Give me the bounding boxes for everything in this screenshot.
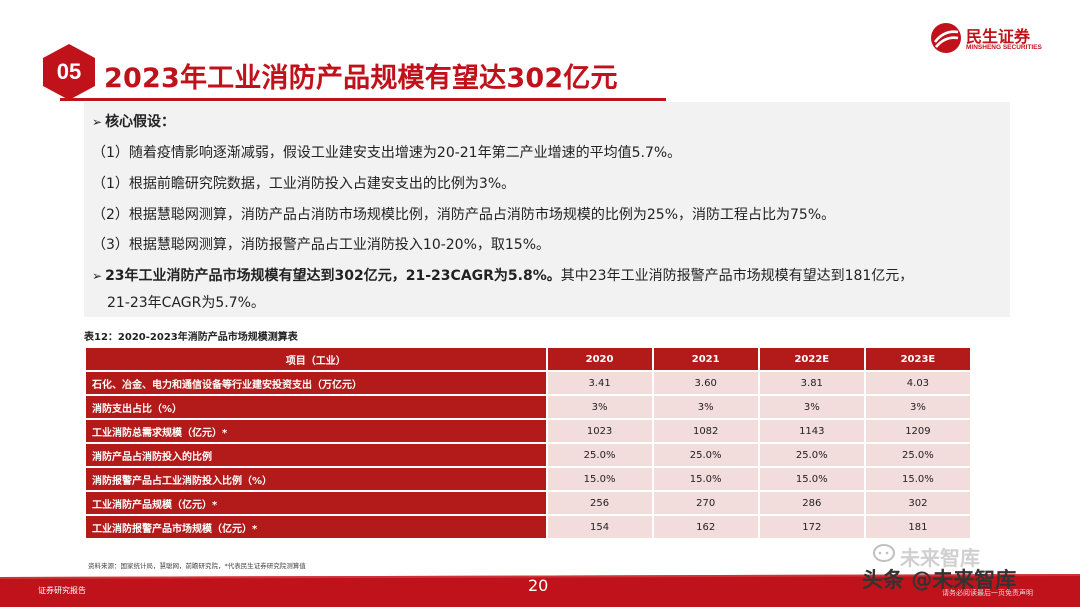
assumption-item: （1）根据前瞻研究院数据，工业消防投入占建安支出的比例为3%。 [92, 176, 516, 192]
assumption-conclusion-line2: 21-23年CAGR为5.7%。 [107, 295, 265, 311]
minsheng-logo-icon [931, 23, 961, 53]
table-cell: 270 [653, 492, 758, 514]
column-header: 项目（工业） [86, 348, 546, 370]
table-row: 消防产品占消防投入的比例 25.0% 25.0% 25.0% 25.0% [86, 444, 970, 466]
company-logo: 民生证券 MINSHENG SECURITIES [930, 22, 1050, 56]
table-cell: 302 [865, 492, 970, 514]
logo-text-cn: 民生证券 [966, 27, 1031, 46]
table-cell: 1209 [865, 420, 970, 442]
column-header: 2021 [653, 348, 758, 370]
table-cell: 181 [865, 516, 970, 538]
table-cell: 15.0% [653, 468, 758, 490]
market-size-table: 项目（工业） 2020 2021 2022E 2023E 石化、冶金、电力和通信… [84, 346, 972, 540]
logo-text-en: MINSHENG SECURITIES [966, 44, 1042, 51]
table-cell: 286 [759, 492, 864, 514]
assumptions-heading: ➢ 核心假设： [92, 114, 176, 130]
row-label: 工业消防总需求规模（亿元）* [86, 420, 546, 442]
column-header: 2022E [759, 348, 864, 370]
table-header-row: 项目（工业） 2020 2021 2022E 2023E [86, 348, 970, 370]
row-label: 消防报警产品占工业消防投入比例（%） [86, 468, 546, 490]
row-label: 消防产品占消防投入的比例 [86, 444, 546, 466]
table-cell: 3% [865, 396, 970, 418]
table-cell: 3% [653, 396, 758, 418]
footer-label: 证券研究报告 [38, 586, 86, 595]
assumption-item: （1）随着疫情影响逐渐减弱，假设工业建安支出增速为20-21年第二产业增速的平均… [92, 145, 682, 161]
title-underline [60, 98, 666, 101]
footer-bar [0, 574, 1080, 607]
conclusion-rest: 其中23年工业消防报警产品市场规模有望达到181亿元， [560, 268, 914, 284]
table-cell: 25.0% [759, 444, 864, 466]
assumption-conclusion: ➢ 23年工业消防产品市场规模有望达到302亿元，21-23CAGR为5.8%。其… [92, 265, 913, 285]
watermark-top: 未来智库 [900, 546, 980, 570]
table-cell: 3% [759, 396, 864, 418]
assumptions-panel [84, 102, 1010, 317]
table-cell: 162 [653, 516, 758, 538]
table-cell: 3.41 [547, 372, 652, 394]
row-label: 石化、冶金、电力和通信设备等行业建安投资支出（万亿元） [86, 372, 546, 394]
table-cell: 25.0% [653, 444, 758, 466]
table-cell: 4.03 [865, 372, 970, 394]
table-cell: 1082 [653, 420, 758, 442]
table-cell: 3.81 [759, 372, 864, 394]
table-cell: 3% [547, 396, 652, 418]
table-row: 消防报警产品占工业消防投入比例（%） 15.0% 15.0% 15.0% 15.… [86, 468, 970, 490]
table-row: 消防支出占比（%） 3% 3% 3% 3% [86, 396, 970, 418]
column-header: 2020 [547, 348, 652, 370]
table-cell: 15.0% [865, 468, 970, 490]
table-row: 工业消防总需求规模（亿元）* 1023 1082 1143 1209 [86, 420, 970, 442]
table-cell: 15.0% [547, 468, 652, 490]
section-badge [43, 44, 95, 100]
table-cell: 3.60 [653, 372, 758, 394]
assumption-item: （2）根据慧聪网测算，消防产品占消防市场规模比例，消防产品占消防市场规模的比例为… [92, 207, 836, 223]
table-row: 工业消防报警产品市场规模（亿元）* 154 162 172 181 [86, 516, 970, 538]
table-cell: 172 [759, 516, 864, 538]
section-number: 05 [56, 59, 82, 84]
page-title: 2023年工业消防产品规模有望达302亿元 [104, 63, 618, 94]
table-cell: 1143 [759, 420, 864, 442]
column-header: 2023E [865, 348, 970, 370]
table-caption: 表12：2020-2023年消防产品市场规模测算表 [84, 332, 298, 343]
conclusion-bold: 23年工业消防产品市场规模有望达到302亿元，21-23CAGR为5.8%。 [105, 268, 561, 284]
row-label: 工业消防报警产品市场规模（亿元）* [86, 516, 546, 538]
table-source-note: 资料来源：国家统计局，慧聪网，前瞻研究院，*代表民生证券研究院测算值 [88, 562, 306, 570]
row-label: 工业消防产品规模（亿元）* [86, 492, 546, 514]
table-cell: 25.0% [547, 444, 652, 466]
assumption-item: （3）根据慧聪网测算，消防报警产品占工业消防投入10-20%，取15%。 [92, 237, 551, 253]
arrow-bullet-icon: ➢ [92, 269, 103, 283]
row-label: 消防支出占比（%） [86, 396, 546, 418]
page-number: 20 [528, 576, 549, 595]
arrow-bullet-icon: ➢ [92, 115, 103, 129]
watermark-main: 头条 @未来智库 [862, 568, 1017, 592]
table-row: 工业消防产品规模（亿元）* 256 270 286 302 [86, 492, 970, 514]
table-row: 石化、冶金、电力和通信设备等行业建安投资支出（万亿元） 3.41 3.60 3.… [86, 372, 970, 394]
watermark-chat-icon [873, 544, 895, 562]
table-cell: 154 [547, 516, 652, 538]
table-cell: 256 [547, 492, 652, 514]
disclaimer-note: 请务必阅读最后一页免责声明 [942, 589, 1033, 597]
table-cell: 25.0% [865, 444, 970, 466]
table-cell: 1023 [547, 420, 652, 442]
table-cell: 15.0% [759, 468, 864, 490]
